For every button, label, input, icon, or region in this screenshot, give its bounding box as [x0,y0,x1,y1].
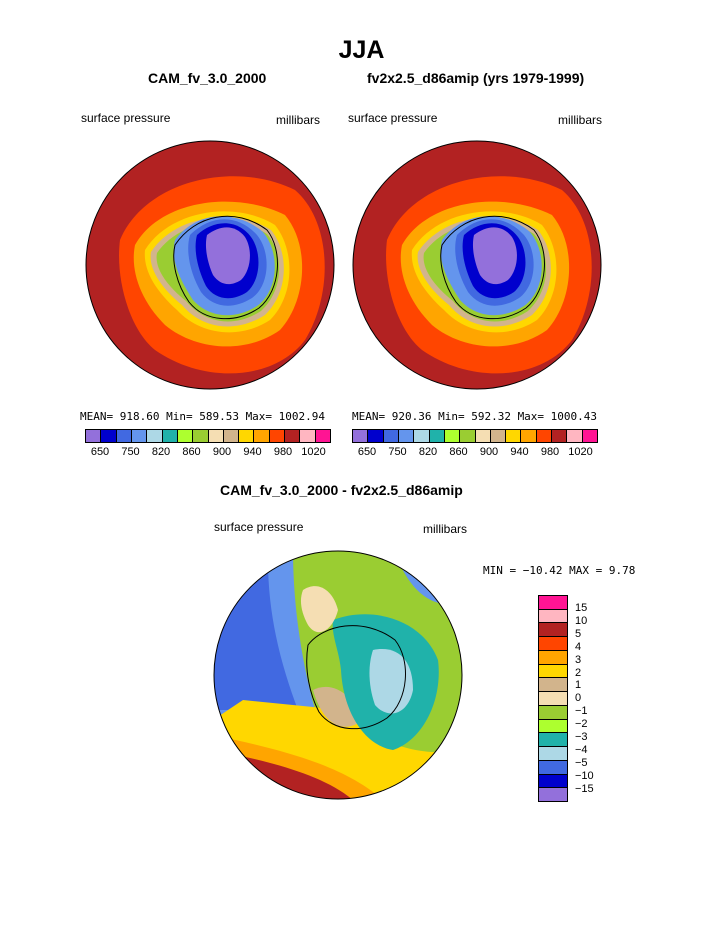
diff-colorbar-tick-label: −1 [575,705,588,718]
diff-colorbar-swatch [539,609,567,624]
diff-colorbar-tick-label: 4 [575,640,582,653]
panel-2-field-label: surface pressure [348,111,438,125]
panel-2-colorbar-swatch [353,430,369,442]
panel-1-colorbar-swatch [269,430,286,442]
panel-2-units-label: millibars [558,113,603,127]
diff-panel-stats: MIN = −10.42 MAX = 9.78 [483,564,636,577]
diff-colorbar-swatch [539,637,567,651]
panel-1-colorbar-tick-label: 820 [151,446,171,458]
panel-2-colorbar-swatch [444,430,461,442]
panel-2-colorbar-tick-label: 980 [540,446,560,458]
panel-2-colorbar-swatch [521,430,537,442]
diff-colorbar-swatch [539,596,567,610]
diff-panel-field-label: surface pressure [214,520,304,534]
panel-1-colorbar [85,429,331,443]
panel-2-title: fv2x2.5_d86amip (yrs 1979-1999) [367,70,585,86]
diff-colorbar-tick-label: 2 [575,666,582,679]
panel-2-map [352,140,602,390]
diff-colorbar-tick-label: 15 [575,602,588,614]
diff-colorbar-tick-label: −2 [575,718,588,731]
page-title: JJA [338,36,385,64]
diff-colorbar-swatch [539,733,567,748]
diff-panel-title: CAM_fv_3.0_2000 - fv2x2.5_d86amip [220,482,463,498]
diff-colorbar-tick-label: −10 [575,769,594,782]
panel-1-colorbar-tick-label: 940 [243,446,262,458]
diff-colorbar-swatch [539,719,567,734]
diff-colorbar-tick-label: 0 [575,692,582,705]
panel-2-colorbar-tick-label: 750 [388,446,407,458]
diff-colorbar-swatch [539,623,567,638]
panel-1-field-label: surface pressure [81,111,171,125]
panel-2-colorbar-swatch [383,430,399,442]
diff-colorbar-tick-label: 5 [575,627,582,640]
panel-2-colorbar-swatch [552,430,568,442]
panel-1-colorbar-swatch [254,430,270,442]
diff-colorbar-swatch [539,650,567,665]
diff-colorbar-swatch [539,788,567,802]
panel-2-colorbar-swatch [368,430,384,442]
diff-colorbar-swatch [539,747,567,761]
diff-colorbar-tick-label: 10 [575,614,588,627]
diff-panel-units-label: millibars [423,522,468,536]
panel-2-colorbar [352,429,598,443]
panel-2-colorbar-swatch [582,430,597,442]
panel-1-colorbar-swatch [315,430,330,442]
panel-2-colorbar-swatch [536,430,553,442]
panel-2-colorbar-swatch [567,430,583,442]
panel-2-colorbar-swatch [429,430,445,442]
panel-1-title: CAM_fv_3.0_2000 [148,70,267,86]
panel-1-colorbar-swatch [86,430,102,442]
panel-1-colorbar-swatch [177,430,194,442]
panel-1-colorbar-ticks: 650 750 820 860 900 940 980 1020 [0,446,723,462]
panel-1-colorbar-swatch [208,430,224,442]
panel-1-colorbar-swatch [285,430,301,442]
panel-2-colorbar-swatch [398,430,415,442]
panel-2-stats: MEAN= 920.36 Min= 592.32 Max= 1000.43 [352,410,598,423]
panel-2-colorbar-swatch [414,430,430,442]
diff-panel-map [213,550,463,800]
panel-2-colorbar-tick-label: 820 [418,446,438,458]
diff-colorbar-tick-label: −4 [575,743,588,756]
panel-1-colorbar-swatch [131,430,148,442]
panel-1-units-label: millibars [276,113,321,127]
panel-1-colorbar-tick-label: 750 [121,446,140,458]
diff-colorbar-tick-label: −5 [575,756,588,769]
diff-colorbar-swatch [539,774,567,789]
panel-2-colorbar-swatch [460,430,476,442]
panel-1-colorbar-swatch [223,430,240,442]
panel-2-colorbar-ticks: 650 750 820 860 900 940 980 1020 [0,446,723,462]
panel-1-colorbar-swatch [193,430,209,442]
panel-2-colorbar-tick-label: 860 [449,446,468,458]
panel-1-colorbar-swatch [116,430,132,442]
panel-1-colorbar-tick-label: 980 [273,446,293,458]
panel-1-colorbar-swatch [162,430,178,442]
panel-1-colorbar-swatch [239,430,255,442]
panel-2-colorbar-tick-label: 1020 [568,446,593,458]
panel-1-colorbar-swatch [101,430,117,442]
panel-2-colorbar-swatch [475,430,491,442]
diff-colorbar-swatch [539,760,567,775]
diff-colorbar-tick-label: 3 [575,653,582,666]
panel-1-map [85,140,335,390]
panel-1-colorbar-tick-label: 860 [182,446,201,458]
diff-colorbar-swatch [539,705,567,720]
panel-1-colorbar-tick-label: 1020 [301,446,326,458]
diff-colorbar-swatch [539,664,567,679]
panel-1-stats: MEAN= 918.60 Min= 589.53 Max= 1002.94 [80,410,326,423]
panel-1-colorbar-tick-label: 650 [90,446,110,458]
panel-2-colorbar-tick-label: 940 [510,446,529,458]
diff-colorbar-tick-label: 1 [575,679,582,692]
panel-2-colorbar-swatch [490,430,507,442]
diff-colorbar [538,595,568,802]
diff-colorbar-swatch [539,692,567,706]
panel-1-colorbar-swatch [300,430,316,442]
panel-2-colorbar-tick-label: 650 [357,446,377,458]
diff-colorbar-swatch [539,678,567,693]
panel-2-colorbar-swatch [506,430,522,442]
diff-colorbar-tick-label: −3 [575,731,588,743]
panel-1-colorbar-swatch [147,430,163,442]
diff-colorbar-tick-label: −15 [575,782,594,795]
panel-2-colorbar-tick-label: 900 [479,446,499,458]
panel-1-colorbar-tick-label: 900 [212,446,232,458]
